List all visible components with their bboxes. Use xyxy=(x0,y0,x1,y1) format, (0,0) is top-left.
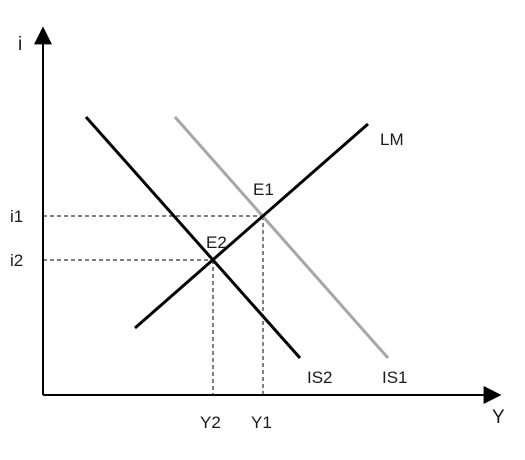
x-axis-label: Y xyxy=(492,407,505,428)
is2-curve xyxy=(84,116,302,359)
lm-curve xyxy=(134,122,369,330)
e2-label: E2 xyxy=(206,233,227,252)
is1-label: IS1 xyxy=(382,368,408,387)
tick-i1: i1 xyxy=(10,207,23,226)
is1-curve xyxy=(173,116,390,359)
lm-label: LM xyxy=(380,130,404,149)
tick-y1: Y1 xyxy=(251,413,272,432)
e1-label: E1 xyxy=(253,180,274,199)
tick-y2: Y2 xyxy=(200,413,221,432)
is2-label: IS2 xyxy=(307,368,333,387)
y-axis-label: i xyxy=(18,34,22,55)
tick-i2: i2 xyxy=(10,251,23,270)
